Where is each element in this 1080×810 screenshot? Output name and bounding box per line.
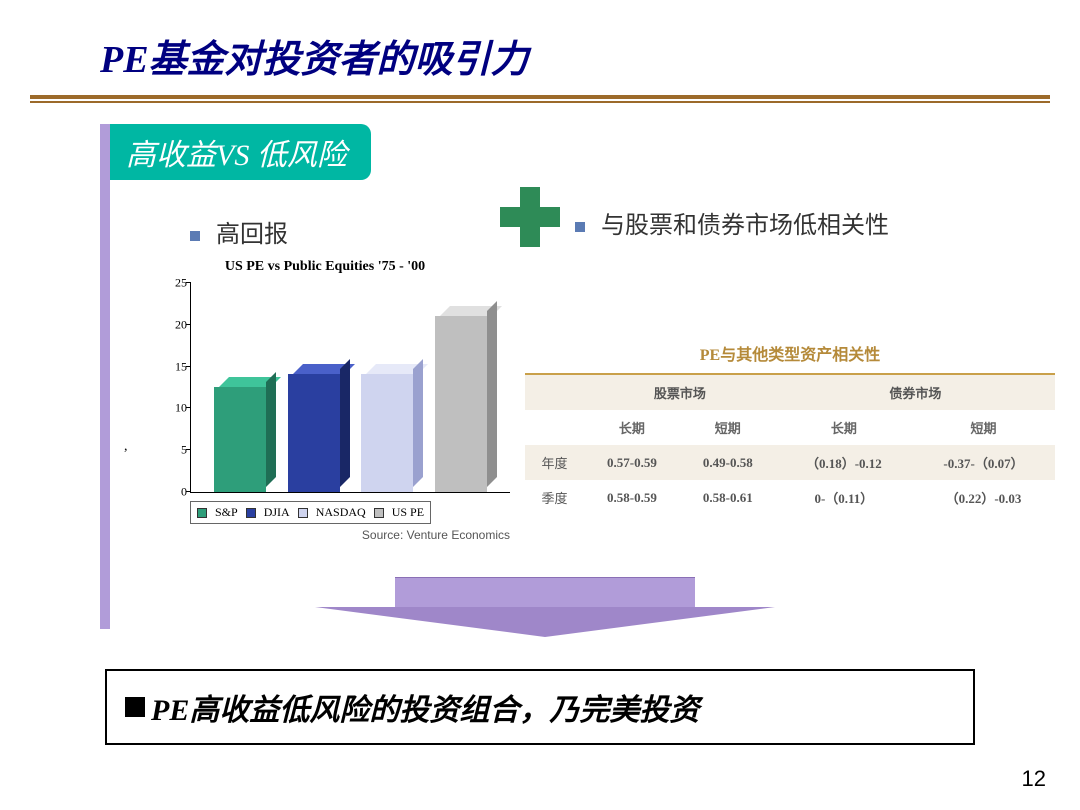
left-accent-bar [100,124,110,629]
table-corner [525,374,584,410]
chart-bars [191,283,510,492]
table-sub-header: 短期 [680,410,776,445]
title-rule-thick [30,95,1050,99]
title-rule-thin [30,101,1050,103]
table-cell: （0.22）-0.03 [912,480,1055,515]
bullet-square-icon [190,231,200,241]
legend-label: US PE [392,505,424,520]
bar-djia [288,374,340,492]
table-row: 季度 0.58-0.59 0.58-0.61 0-（0.11） （0.22）-0… [525,480,1055,515]
section-banner: 高收益VS 低风险 [110,124,371,180]
correlation-table: PE与其他类型资产相关性 股票市场 债券市场 长期 短期 长期 短期 年度 0.… [525,333,1055,515]
table-cell: 0.49-0.58 [680,445,776,480]
table-title: PE与其他类型资产相关性 [525,333,1055,374]
axis-punct: , [124,439,128,455]
row-label: 季度 [525,480,584,515]
legend-label: NASDAQ [316,505,366,520]
bar-chart: US PE vs Public Equities '75 - '00 05101… [140,259,510,542]
table-cell: （0.18）-0.12 [776,445,912,480]
conclusion-box: PE高收益低风险的投资组合，乃完美投资 [105,669,975,745]
bar-s&p [214,387,266,492]
table-sub-header: 长期 [584,410,680,445]
legend-swatch [197,508,207,518]
table-group-header: 股票市场 [584,374,776,410]
bullet-right-text: 与股票和债券市场低相关性 [601,213,889,239]
legend-label: S&P [215,505,238,520]
table-cell: 0-（0.11） [776,480,912,515]
legend-swatch [374,508,384,518]
table-row: 年度 0.57-0.59 0.49-0.58 （0.18）-0.12 -0.37… [525,445,1055,480]
table-sub-header: 长期 [776,410,912,445]
legend-label: DJIA [264,505,290,520]
chart-plot-area: 0510152025 [190,283,510,493]
chart-title: US PE vs Public Equities '75 - '00 [140,259,510,275]
table-cell: 0.57-0.59 [584,445,680,480]
page-number: 12 [1022,766,1046,792]
legend-swatch [298,508,308,518]
bullet-high-return: 高回报 [190,214,288,249]
bullet-square-icon [575,222,585,232]
bullet-low-correlation: 与股票和债券市场低相关性 [575,205,889,240]
conclusion-text: PE高收益低风险的投资组合，乃完美投资 [151,685,699,729]
table-corner [525,410,584,445]
bullet-left-text: 高回报 [216,222,288,248]
row-label: 年度 [525,445,584,480]
y-tick-label: 10 [157,401,187,416]
y-tick-label: 15 [157,359,187,374]
down-arrow-icon [315,577,775,637]
bullet-square-icon [125,697,145,717]
bar-us-pe [435,316,487,492]
legend-swatch [246,508,256,518]
table-sub-header: 短期 [912,410,1055,445]
slide-title: PE基金对投资者的吸引力 [0,0,1080,95]
table-cell: -0.37-（0.07） [912,445,1055,480]
plus-icon [500,187,560,247]
chart-legend: S&P DJIA NASDAQ US PE [190,501,431,524]
y-tick-label: 5 [157,443,187,458]
y-tick-label: 0 [157,485,187,500]
table-cell: 0.58-0.59 [584,480,680,515]
y-tick-label: 20 [157,317,187,332]
table-cell: 0.58-0.61 [680,480,776,515]
y-tick-label: 25 [157,276,187,291]
body: 高收益VS 低风险 高回报 与股票和债券市场低相关性 , US PE vs Pu… [30,119,1050,679]
bar-nasdaq [361,374,413,492]
table-group-header: 债券市场 [776,374,1055,410]
chart-source: Source: Venture Economics [140,528,510,542]
